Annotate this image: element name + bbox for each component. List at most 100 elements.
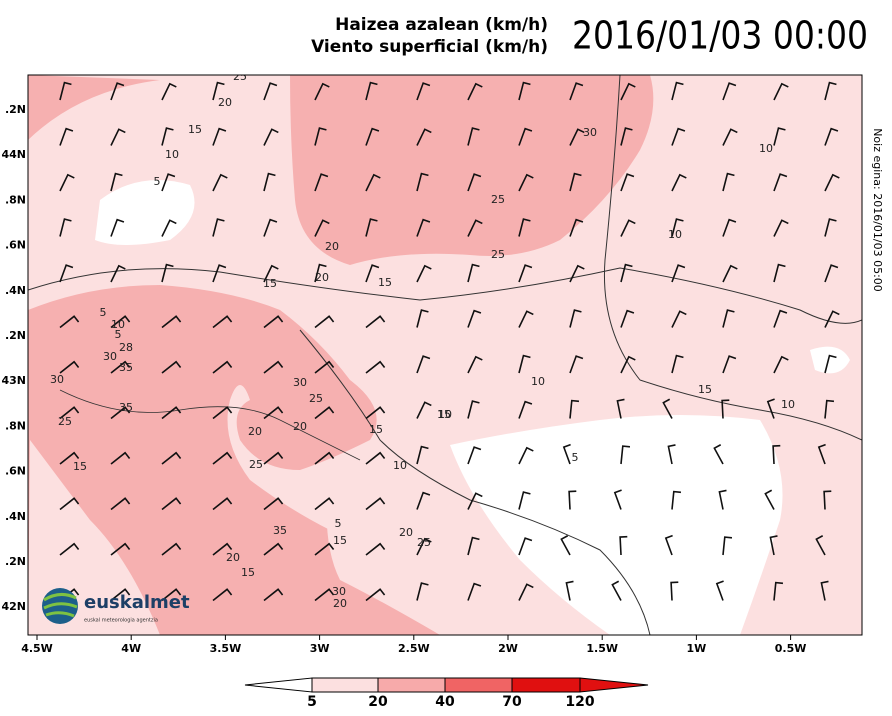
wind-barb [467, 309, 482, 328]
wind-barb [110, 406, 131, 420]
wind-barb [212, 81, 225, 101]
contour-label: 30 [293, 376, 307, 389]
logo-name: euskalmet [84, 592, 190, 613]
wind-barb [59, 406, 80, 420]
wind-barb [671, 127, 686, 146]
wind-barb [769, 535, 778, 556]
wind-barb [161, 542, 182, 556]
wind-barb [59, 264, 74, 283]
wind-barb [467, 446, 482, 465]
wind-barb [161, 588, 182, 602]
wind-barb [365, 315, 386, 329]
wind-barb [110, 315, 131, 329]
wind-barb [467, 127, 480, 146]
wind-barb [671, 310, 687, 328]
wind-barb [613, 489, 622, 510]
wind-barb [518, 310, 534, 328]
contour-label: 15 [73, 460, 87, 473]
wind-barb [212, 451, 233, 465]
wind-barb [467, 219, 483, 237]
lat-label: .4N [5, 284, 26, 297]
wind-barb [467, 263, 480, 283]
wind-barb [569, 172, 582, 192]
wind-barb [569, 399, 580, 419]
wind-barb [314, 82, 330, 101]
lat-label: 43N [1, 374, 26, 387]
wind-barb [263, 172, 276, 192]
wind-barb [365, 542, 386, 556]
wind-barb [824, 264, 839, 283]
contour-label: 15 [333, 534, 347, 547]
contour-label: 15 [437, 408, 451, 421]
wind-barb [824, 399, 835, 419]
wind-barb [518, 218, 531, 237]
wind-barb [59, 81, 72, 101]
contour-label: 15 [263, 277, 277, 290]
wind-barb [815, 535, 826, 556]
contour-label: 25 [417, 536, 431, 549]
wind-barb [212, 406, 233, 420]
wind-barb [314, 127, 327, 146]
lon-label: 3.5W [210, 642, 242, 655]
wind-barb [569, 309, 582, 328]
wind-barb [569, 218, 584, 237]
wind-barb [365, 173, 381, 192]
wind-barb [518, 491, 531, 510]
contour-label: 10 [111, 318, 125, 331]
wind-barb [616, 398, 625, 419]
contour-label: 30 [583, 126, 597, 139]
wind-barb [560, 535, 571, 556]
wind-barb [569, 82, 584, 101]
wind-barb [620, 127, 633, 146]
wind-barb [59, 451, 80, 465]
wind-barb [365, 497, 386, 511]
wind-barb [365, 360, 386, 374]
contour-label: 30 [50, 373, 64, 386]
wind-barb [161, 451, 182, 465]
contour-label: 25 [249, 458, 263, 471]
wind-barb [773, 309, 788, 328]
wind-barb [518, 127, 533, 146]
lat-label: .2N [5, 555, 26, 568]
wind-barb [817, 443, 826, 465]
wind-barb [365, 127, 380, 146]
contour-label: 35 [273, 524, 287, 537]
wind-barb [670, 581, 679, 601]
wind-barb [212, 497, 233, 511]
lon-label: 4W [121, 642, 141, 655]
contour-label: 5 [100, 306, 107, 319]
logo: euskalmet euskal meteorologia agentzia [42, 588, 190, 624]
colorbar-label: 20 [368, 694, 388, 710]
wind-barb [568, 490, 577, 510]
contour-label: 20 [218, 96, 232, 109]
lon-label: 4.5W [21, 642, 53, 655]
wind-barb [824, 127, 839, 146]
wind-barb [467, 173, 482, 192]
wind-barb [263, 360, 284, 374]
wind-barb [212, 218, 225, 237]
contour-label: 30 [103, 350, 117, 363]
wind-barb [667, 444, 676, 465]
contour-label: 20 [325, 240, 339, 253]
wind-barb [467, 582, 482, 601]
wind-barb [263, 315, 284, 329]
wind-barb [467, 355, 483, 374]
wind-barb [467, 82, 483, 101]
wind-barb [59, 542, 80, 556]
wind-barb [518, 81, 531, 101]
wind-barb [416, 491, 431, 510]
contour-label: 15 [369, 423, 383, 436]
wind-barb [722, 309, 735, 328]
wind-barb [110, 588, 131, 602]
logo-tagline: euskal meteorologia agentzia [84, 618, 158, 624]
wind-barb [773, 263, 786, 283]
wind-barb [715, 580, 724, 601]
wind-barb [620, 445, 631, 465]
wind-barb [820, 580, 829, 601]
wind-barb [59, 360, 80, 374]
wind-barb [161, 127, 174, 146]
lat-label: .8N [5, 193, 26, 206]
wind-barb [416, 355, 431, 374]
contour-label: 30 [332, 585, 346, 598]
contour-label: 10 [393, 459, 407, 472]
